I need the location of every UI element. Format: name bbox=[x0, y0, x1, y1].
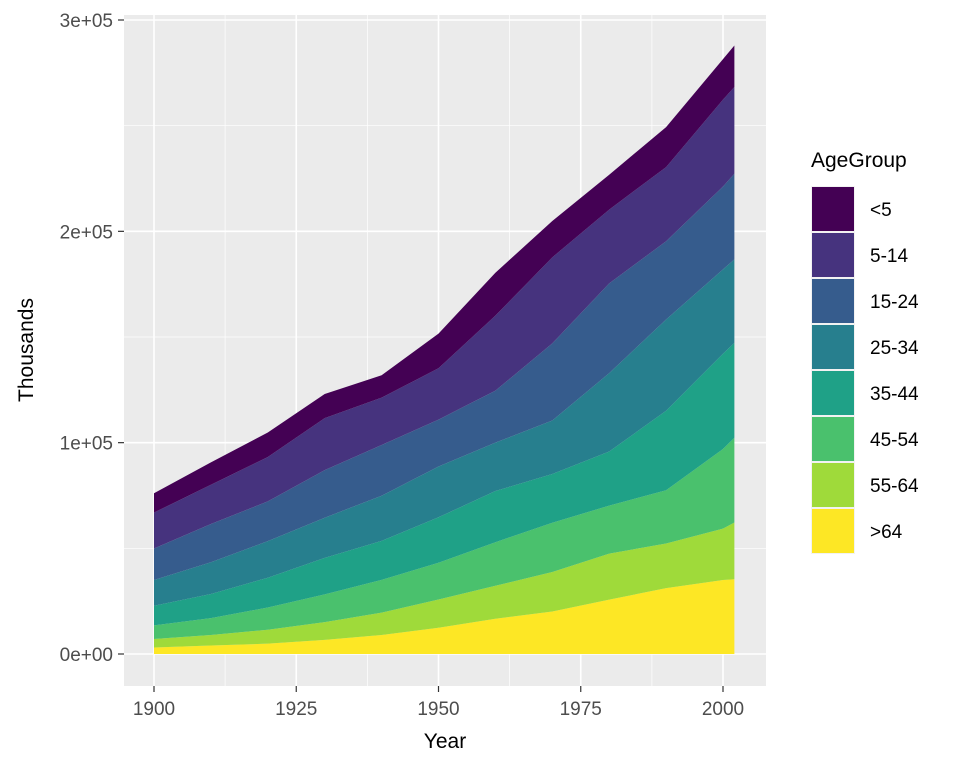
y-tick-label: 0e+00 bbox=[60, 645, 113, 666]
legend-key-swatch bbox=[812, 325, 854, 369]
legend-label: 55-64 bbox=[870, 476, 919, 497]
area-_64 bbox=[154, 579, 735, 654]
legend-key-swatch bbox=[812, 509, 854, 553]
legend-key-swatch bbox=[812, 371, 854, 415]
y-tick-label: 1e+05 bbox=[60, 434, 113, 455]
area-55_64 bbox=[154, 522, 735, 648]
y-tick-label: 2e+05 bbox=[60, 222, 113, 243]
legend-key-swatch bbox=[812, 463, 854, 507]
legend-key-swatch bbox=[812, 187, 854, 231]
legend-label: <5 bbox=[870, 200, 892, 221]
x-tick-label: 1925 bbox=[275, 699, 317, 720]
area-25_34 bbox=[154, 259, 735, 606]
legend-title: AgeGroup bbox=[811, 149, 907, 172]
area-45_54 bbox=[154, 437, 735, 639]
x-axis: 1900 1925 1950 1975 2000 bbox=[133, 686, 744, 720]
legend-label: 45-54 bbox=[870, 430, 919, 451]
legend: AgeGroup <5 5-14 15-24 25-34 35-44 45-54 55-64… bbox=[811, 149, 919, 554]
x-tick-label: 1950 bbox=[417, 699, 459, 720]
legend-key-swatch bbox=[812, 233, 854, 277]
areas bbox=[154, 45, 735, 654]
x-tick-label: 2000 bbox=[702, 699, 744, 720]
x-tick-label: 1900 bbox=[133, 699, 175, 720]
x-tick-label: 1975 bbox=[560, 699, 602, 720]
x-axis-title: Year bbox=[424, 730, 466, 753]
legend-label: 5-14 bbox=[870, 246, 908, 267]
area-15_24 bbox=[154, 173, 735, 581]
legend-label: 35-44 bbox=[870, 384, 919, 405]
legend-key-swatch bbox=[812, 417, 854, 461]
area-5_14 bbox=[154, 86, 735, 549]
area-_5 bbox=[154, 45, 735, 513]
legend-key-swatch bbox=[812, 279, 854, 323]
legend-label: >64 bbox=[870, 522, 903, 543]
y-axis-title: Thousands bbox=[15, 298, 38, 402]
legend-label: 15-24 bbox=[870, 292, 919, 313]
legend-label: 25-34 bbox=[870, 338, 919, 359]
y-tick-label: 3e+05 bbox=[60, 11, 113, 32]
y-axis: 0e+00 1e+05 2e+05 3e+05 bbox=[60, 11, 124, 666]
area-35_44 bbox=[154, 342, 735, 626]
